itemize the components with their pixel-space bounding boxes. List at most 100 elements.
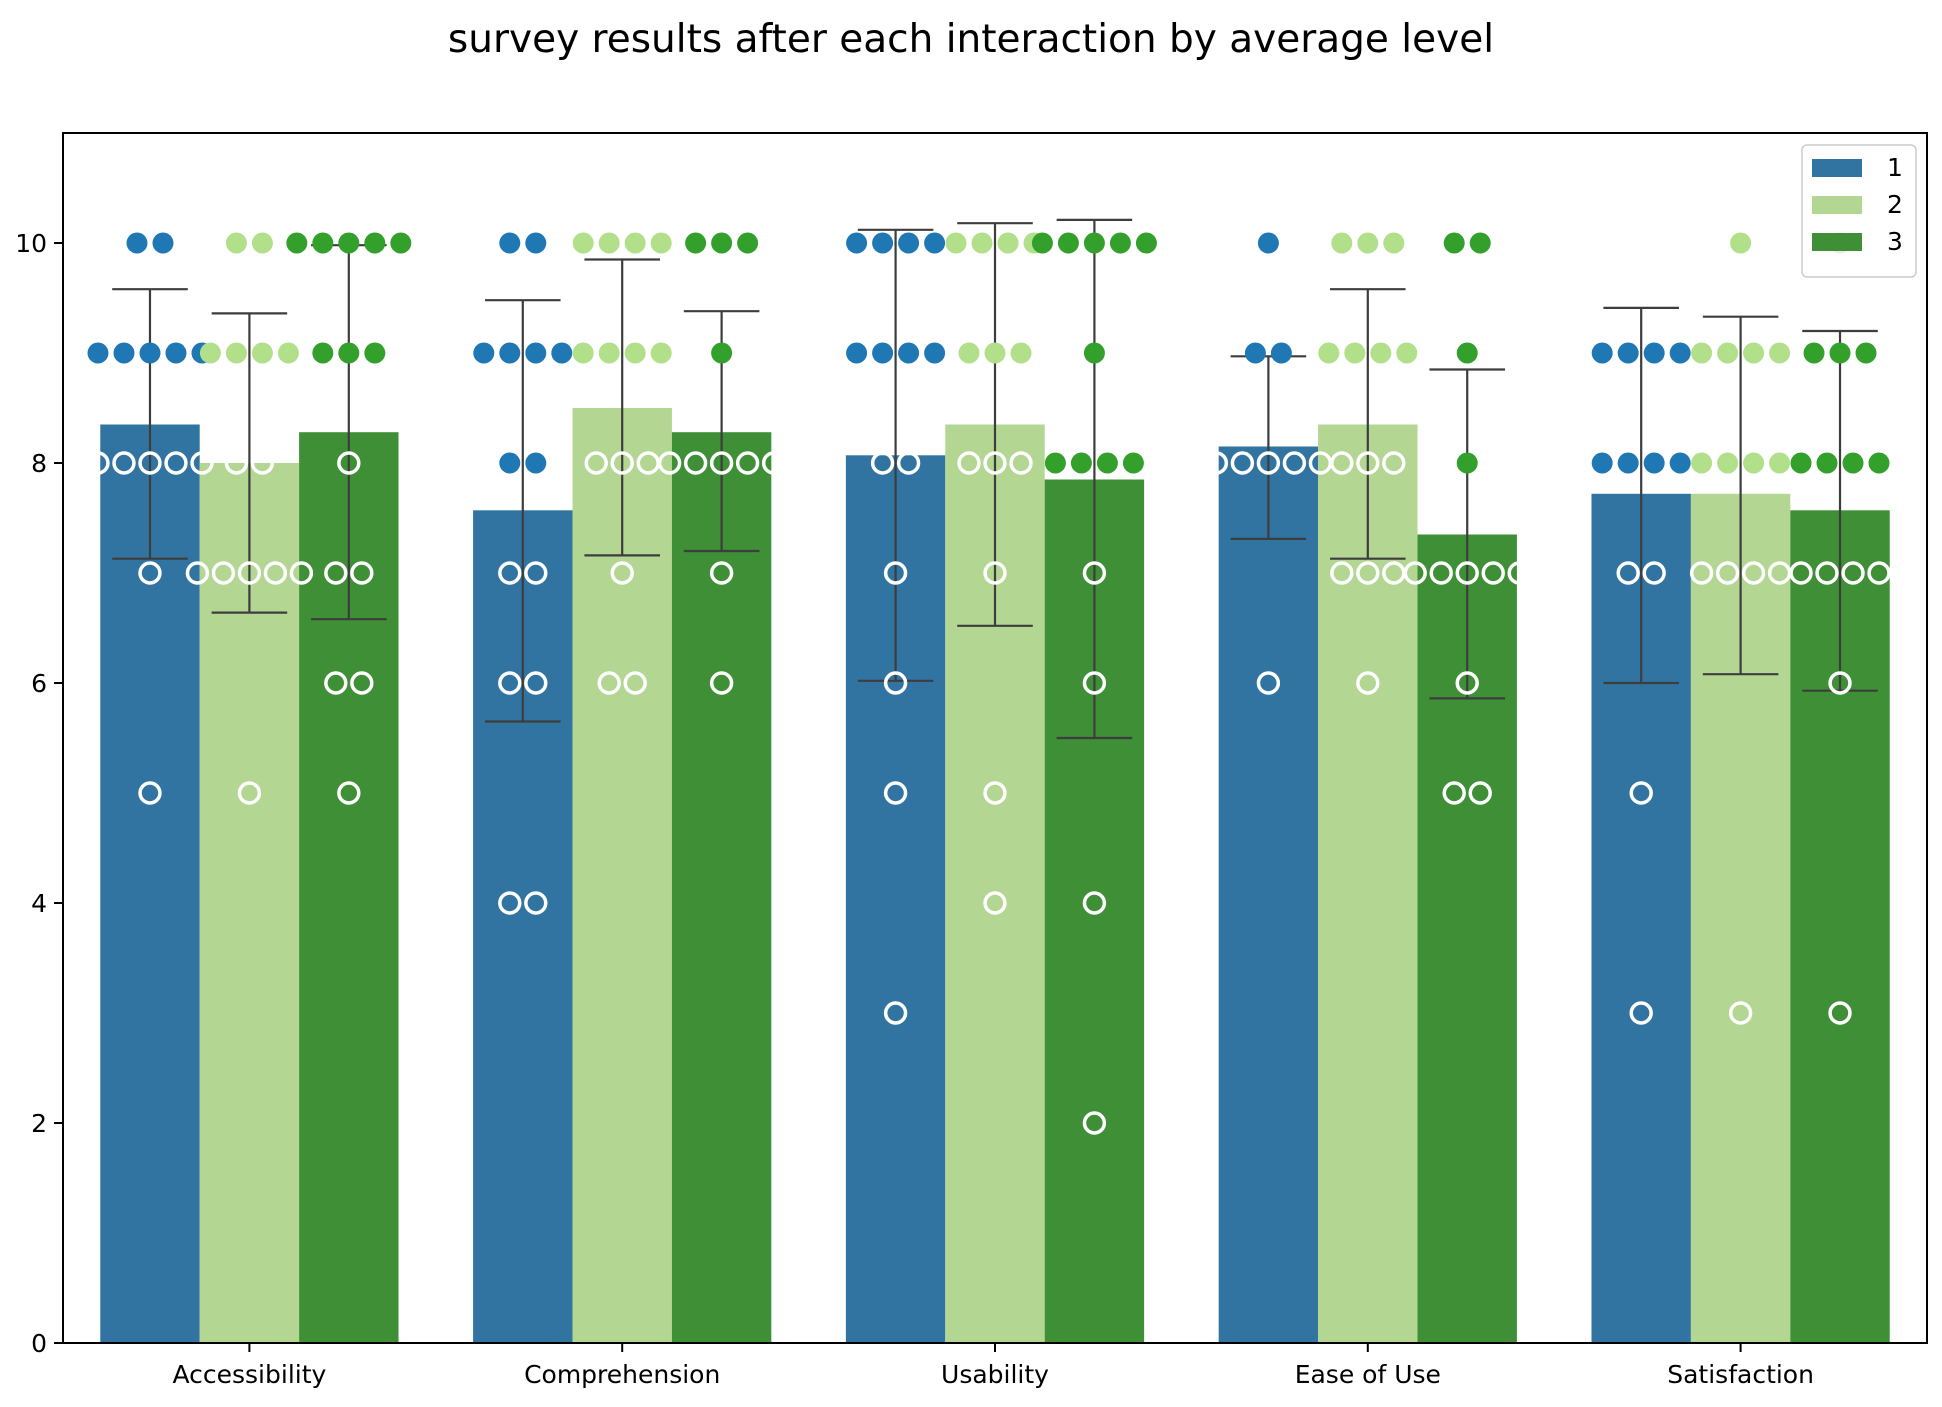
data-point-outline: [958, 452, 980, 474]
data-point: [711, 342, 733, 364]
data-point-outline: [1083, 672, 1106, 694]
data-point: [1868, 452, 1890, 474]
data-point: [1456, 452, 1478, 474]
data-point-outline: [897, 452, 920, 474]
data-point: [1790, 452, 1812, 474]
data-point-outline: [710, 562, 733, 584]
data-point-outline: [165, 452, 187, 474]
data-point: [737, 232, 759, 254]
data-point-outline: [1430, 562, 1453, 584]
data-point: [711, 232, 733, 254]
data-point-outline: [1357, 562, 1379, 584]
data-point: [1591, 452, 1613, 474]
axes-frame: [62, 132, 1928, 1344]
data-point: [251, 232, 273, 254]
data-point: [1031, 232, 1053, 254]
data-point-outline: [238, 782, 261, 804]
data-point-outline: [498, 892, 521, 914]
data-point: [1617, 452, 1639, 474]
legend-swatch: [1812, 196, 1862, 214]
data-point-outline: [264, 562, 287, 584]
data-point-outline: [290, 562, 313, 584]
data-point-outline: [524, 892, 547, 914]
data-point: [872, 342, 894, 364]
data-point: [1135, 232, 1157, 254]
data-point: [364, 232, 386, 254]
data-point: [846, 342, 868, 364]
data-point: [1842, 452, 1864, 474]
data-point: [1456, 342, 1478, 364]
data-point: [473, 342, 495, 364]
data-point: [1803, 342, 1825, 364]
data-point-outline: [984, 452, 1006, 474]
data-point: [1244, 342, 1266, 364]
data-point-outline: [1083, 892, 1106, 914]
data-point: [572, 342, 594, 364]
data-point-outline: [1083, 562, 1106, 584]
data-point: [1070, 452, 1092, 474]
data-point: [1717, 452, 1739, 474]
data-point: [1769, 452, 1791, 474]
legend-swatch: [1812, 233, 1862, 251]
data-point-outline: [1816, 562, 1838, 584]
data-point-outline: [884, 672, 907, 694]
y-tick-label: 8: [31, 449, 47, 478]
data-point-outline: [884, 562, 907, 584]
data-point-outline: [984, 782, 1006, 804]
data-point: [139, 342, 161, 364]
data-point: [165, 342, 187, 364]
data-point: [945, 232, 967, 254]
data-point-outline: [1829, 1002, 1851, 1024]
data-point-outline: [762, 452, 785, 474]
data-point: [1769, 342, 1791, 364]
data-point-outline: [498, 562, 521, 584]
data-point: [1717, 342, 1739, 364]
data-point-outline: [1331, 562, 1353, 584]
data-point-outline: [1383, 452, 1405, 474]
data-point-outline: [524, 672, 547, 694]
data-point: [1383, 232, 1405, 254]
data-point-outline: [238, 562, 261, 584]
data-point: [1096, 452, 1118, 474]
x-tick-label: Ease of Use: [1295, 1360, 1441, 1389]
data-point-outline: [658, 452, 681, 474]
data-point: [1083, 342, 1105, 364]
data-point-outline: [1309, 452, 1332, 474]
data-point-outline: [351, 672, 373, 694]
data-point-outline: [1383, 562, 1405, 584]
data-point-outline: [710, 452, 733, 474]
data-point: [286, 232, 308, 254]
data-point-outline: [1283, 452, 1306, 474]
data-point-outline: [1456, 562, 1479, 584]
data-point-outline: [984, 562, 1006, 584]
data-point-outline: [225, 452, 248, 474]
data-point: [1743, 452, 1765, 474]
data-point: [364, 342, 386, 364]
data-point: [1443, 232, 1465, 254]
data-point: [225, 232, 247, 254]
y-tick-label: 6: [31, 669, 47, 698]
data-point: [199, 342, 221, 364]
data-point: [152, 232, 174, 254]
data-point-outline: [186, 562, 209, 584]
data-point-outline: [1205, 452, 1228, 474]
chart-title: survey results after each interaction by…: [448, 17, 1494, 62]
data-point-outline: [1868, 562, 1890, 584]
data-point: [1331, 232, 1353, 254]
data-point: [958, 342, 980, 364]
data-point-outline: [139, 562, 161, 584]
data-point-outline: [191, 452, 213, 474]
bar: [1218, 446, 1319, 1343]
data-point-outline: [1404, 562, 1427, 584]
data-point-outline: [884, 1002, 907, 1024]
data-point-outline: [139, 782, 161, 804]
x-tick-label: Accessibility: [172, 1360, 326, 1389]
data-point: [1257, 232, 1279, 254]
data-point-outline: [1357, 672, 1379, 694]
data-point-outline: [1456, 672, 1479, 694]
data-point-outline: [611, 452, 634, 474]
legend: 1 2 3: [1801, 144, 1917, 278]
data-point: [1010, 342, 1032, 364]
data-point-outline: [1742, 562, 1765, 584]
data-point-outline: [710, 672, 733, 694]
